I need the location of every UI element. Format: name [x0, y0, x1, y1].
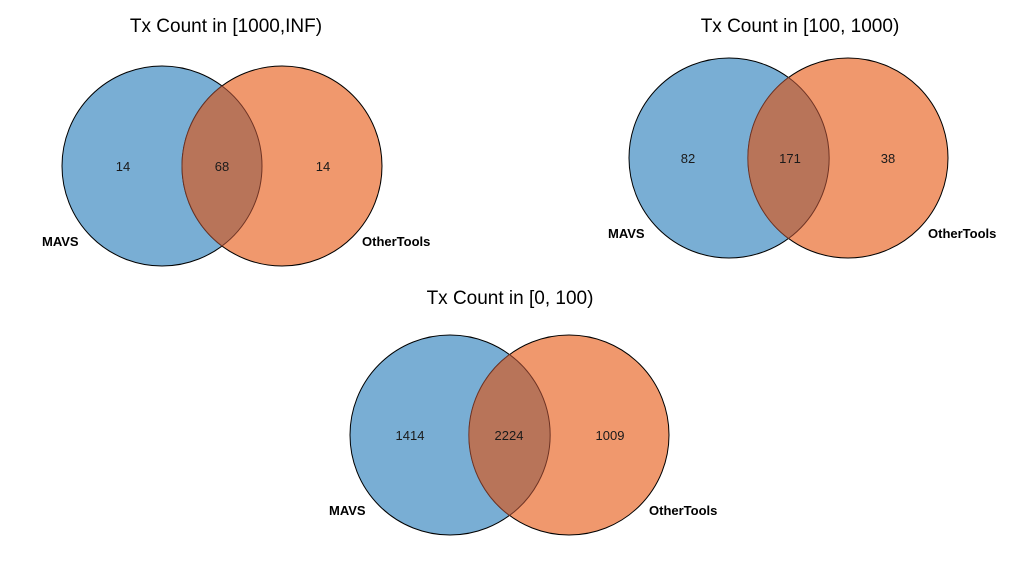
venn-title: Tx Count in [100, 1000)	[701, 16, 900, 37]
mavs-set-label: MAVS	[329, 503, 366, 518]
overlap-region	[181, 85, 263, 247]
othertools-set-label: OtherTools	[928, 226, 996, 241]
venn-diagram-1000-inf: Tx Count in [1000,INF) 14 68 14 MAVS Oth…	[42, 16, 430, 267]
overlap-count: 68	[215, 159, 229, 174]
othertools-only-count: 1009	[596, 428, 625, 443]
mavs-only-count: 1414	[396, 428, 425, 443]
venn-diagram-100-1000: Tx Count in [100, 1000) 82 171 38 MAVS O…	[608, 16, 996, 259]
overlap-region	[747, 76, 830, 240]
othertools-only-count: 38	[881, 151, 895, 166]
mavs-set-label: MAVS	[42, 234, 79, 249]
mavs-set-label: MAVS	[608, 226, 645, 241]
venn-diagram-0-100: Tx Count in [0, 100) 1414 2224 1009 MAVS…	[329, 288, 717, 536]
othertools-only-count: 14	[316, 159, 330, 174]
venn-title: Tx Count in [1000,INF)	[130, 16, 322, 37]
overlap-count: 171	[779, 151, 801, 166]
overlap-count: 2224	[495, 428, 524, 443]
mavs-only-count: 82	[681, 151, 695, 166]
overlap-region	[468, 353, 551, 517]
mavs-only-count: 14	[116, 159, 130, 174]
venn-title: Tx Count in [0, 100)	[427, 288, 594, 309]
othertools-set-label: OtherTools	[362, 234, 430, 249]
othertools-set-label: OtherTools	[649, 503, 717, 518]
